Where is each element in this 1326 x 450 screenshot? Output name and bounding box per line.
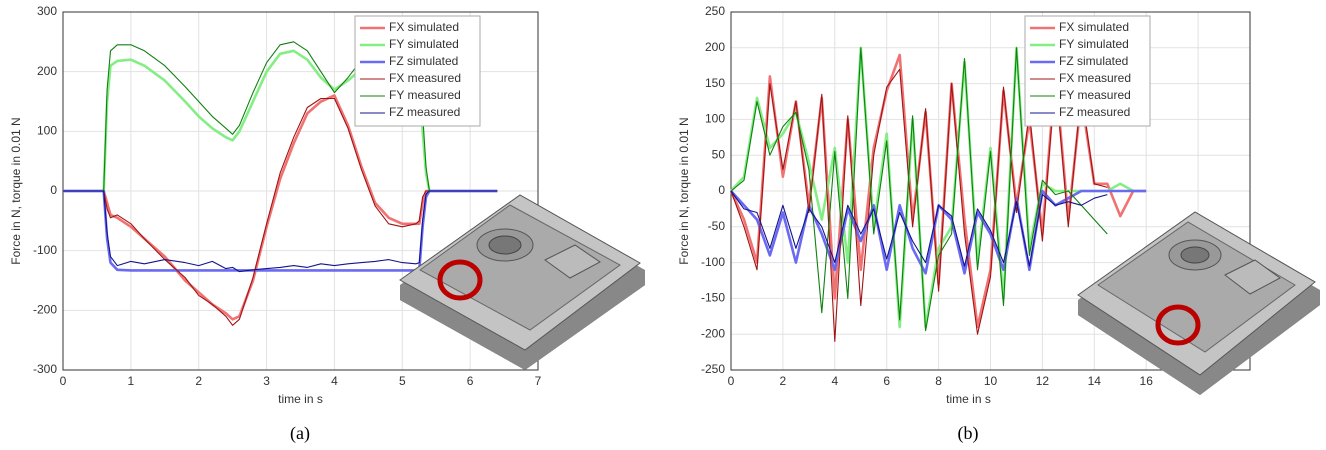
x-tick-label: 6: [883, 374, 890, 388]
x-tick-label: 5: [399, 374, 406, 388]
x-tick-label: 3: [263, 374, 270, 388]
y-axis-label: Force in N, torque in 0.01 N: [677, 117, 691, 264]
legend-label: FZ measured: [389, 105, 460, 119]
x-tick-label: 0: [728, 374, 735, 388]
y-tick-label: 100: [705, 112, 725, 126]
x-tick-label: 14: [1088, 374, 1102, 388]
y-tick-label: -250: [701, 362, 725, 376]
x-tick-label: 0: [60, 374, 67, 388]
legend-label: FZ simulated: [389, 54, 458, 68]
legend-label: FZ simulated: [1059, 54, 1128, 68]
legend-label: FX measured: [389, 71, 461, 85]
x-tick-label: 2: [195, 374, 202, 388]
x-tick-label: 7: [535, 374, 542, 388]
y-tick-label: 0: [718, 183, 725, 197]
y-tick-label: -50: [708, 219, 726, 233]
legend-label: FY simulated: [1059, 37, 1129, 51]
caption: (b): [958, 423, 979, 444]
legend-label: FZ measured: [1059, 105, 1130, 119]
y-tick-label: -100: [701, 255, 725, 269]
x-tick-label: 10: [984, 374, 998, 388]
legend-label: FX simulated: [1059, 20, 1129, 34]
y-tick-label: 200: [705, 40, 725, 54]
y-tick-label: 100: [37, 124, 57, 138]
y-tick-label: 50: [712, 147, 726, 161]
legend-label: FY measured: [1059, 88, 1131, 102]
x-axis-label: time in s: [946, 392, 991, 406]
y-tick-label: 250: [705, 4, 725, 18]
x-axis-label: time in s: [278, 392, 323, 406]
x-tick-label: 6: [467, 374, 474, 388]
y-tick-label: -200: [701, 326, 725, 340]
y-tick-label: -100: [33, 243, 57, 257]
y-tick-label: 200: [37, 64, 57, 78]
y-tick-label: -300: [33, 362, 57, 376]
caption: (a): [290, 423, 310, 444]
x-tick-label: 12: [1036, 374, 1050, 388]
x-tick-label: 8: [935, 374, 942, 388]
y-tick-label: -200: [33, 303, 57, 317]
y-tick-label: 0: [50, 183, 57, 197]
figure: -300-200-100010020030001234567time in sF…: [0, 0, 1326, 450]
legend-label: FY measured: [389, 88, 461, 102]
y-tick-label: 300: [37, 4, 57, 18]
y-tick-label: -150: [701, 291, 725, 305]
x-tick-label: 2: [780, 374, 787, 388]
legend-label: FX simulated: [389, 20, 459, 34]
x-tick-label: 16: [1140, 374, 1154, 388]
legend-label: FY simulated: [389, 37, 459, 51]
legend-label: FX measured: [1059, 71, 1131, 85]
x-tick-label: 1: [128, 374, 135, 388]
x-tick-label: 4: [331, 374, 338, 388]
y-axis-label: Force in N, torque in 0.01 N: [9, 117, 23, 264]
x-tick-label: 4: [831, 374, 838, 388]
page: {"chart_data": [ {"type": "line", "xlabe…: [0, 0, 1326, 450]
y-tick-label: 150: [705, 76, 725, 90]
